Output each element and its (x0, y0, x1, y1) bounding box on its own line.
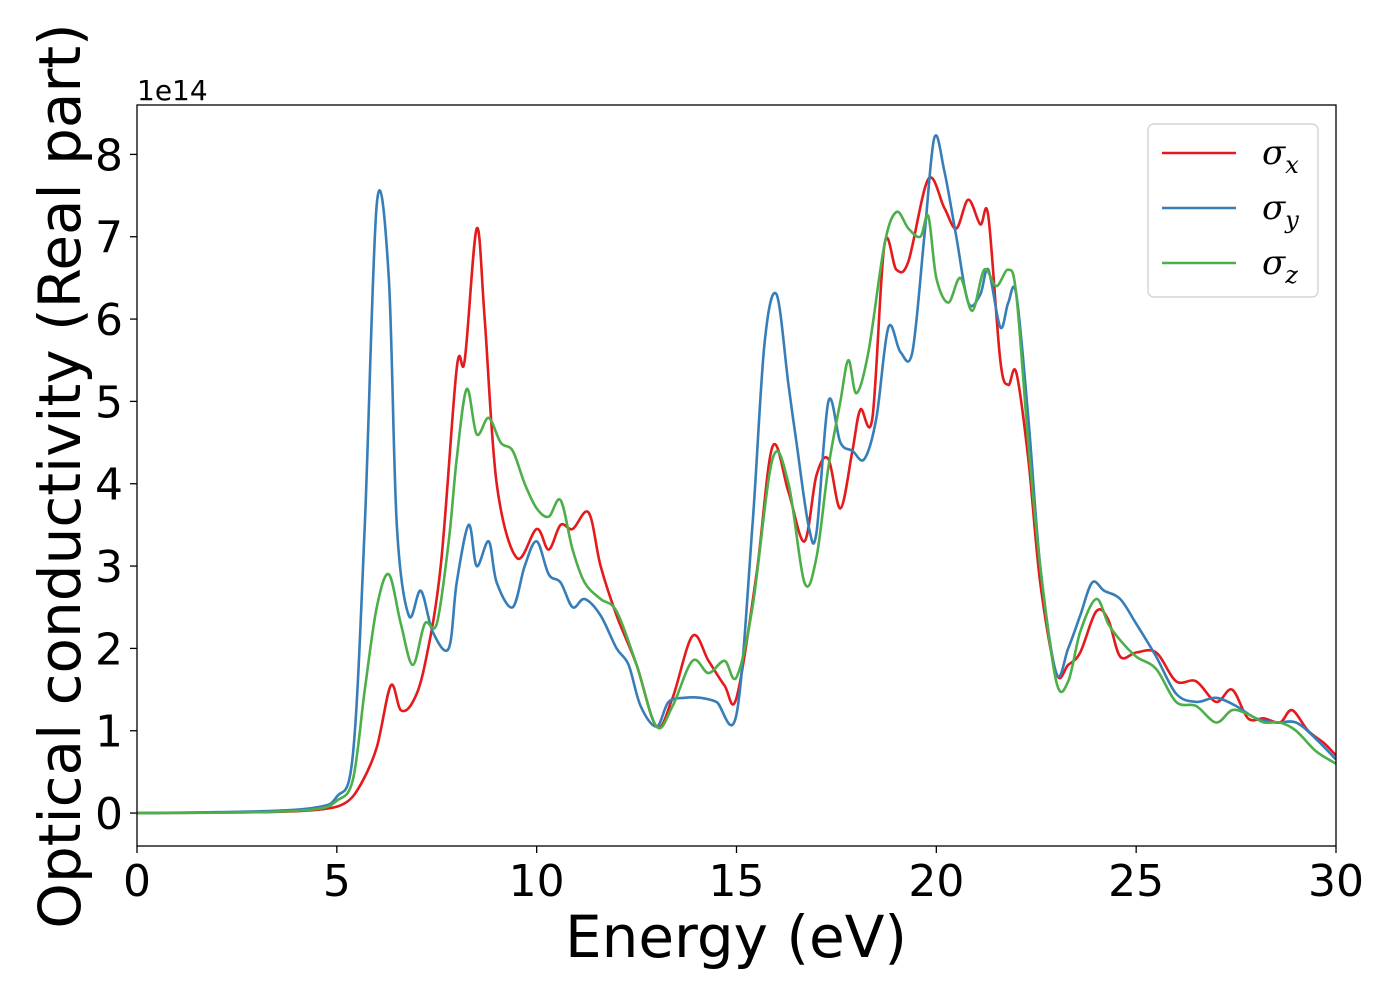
y-tick-label: 1 (95, 707, 123, 758)
y-tick-label: 7 (95, 213, 123, 264)
x-tick-label: 25 (1108, 856, 1164, 907)
legend-box (1147, 123, 1319, 298)
x-tick-label: 15 (709, 856, 765, 907)
y-tick-label: 5 (95, 377, 123, 428)
y-tick-label: 2 (95, 624, 123, 675)
x-tick-label: 30 (1308, 856, 1364, 907)
x-tick-label: 5 (323, 856, 351, 907)
y-tick-label: 0 (95, 789, 123, 840)
y-tick-label: 3 (95, 542, 123, 593)
x-tick-label: 0 (123, 856, 151, 907)
y-tick-label: 8 (95, 130, 123, 181)
x-tick-label: 20 (908, 856, 964, 907)
y-tick-label: 4 (95, 460, 123, 511)
y-tick-label: 6 (95, 295, 123, 346)
series-line-sigma-z (137, 210, 1336, 815)
x-axis-title: Energy (eV) (565, 903, 907, 971)
x-tick-label: 10 (509, 856, 565, 907)
series-line-sigma-y (137, 134, 1336, 815)
y-axis-title: Optical conductivity (Real part) (26, 23, 94, 928)
y-offset-label: 1e14 (137, 74, 208, 107)
